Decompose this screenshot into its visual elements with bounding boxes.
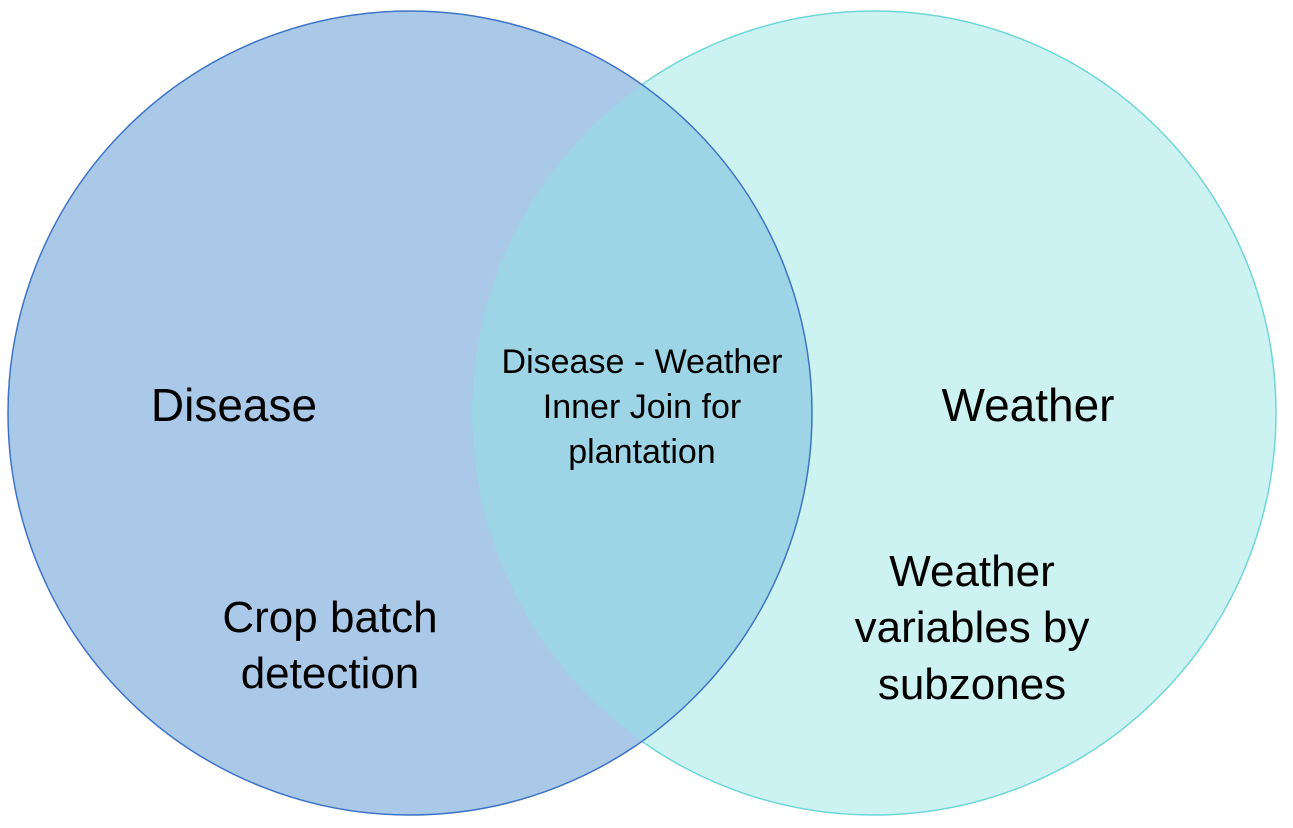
disease-set-description: Crop batch detection — [222, 593, 438, 699]
weather-set-title: Weather — [941, 379, 1115, 431]
intersection-region — [472, 11, 812, 815]
disease-set-title: Disease — [150, 379, 318, 431]
intersection-label: Disease - Weather Inner Join for plantat… — [501, 343, 783, 472]
disease-set-outline — [7, 10, 813, 816]
weather-set-description: Weather variables by subzones — [854, 547, 1090, 709]
